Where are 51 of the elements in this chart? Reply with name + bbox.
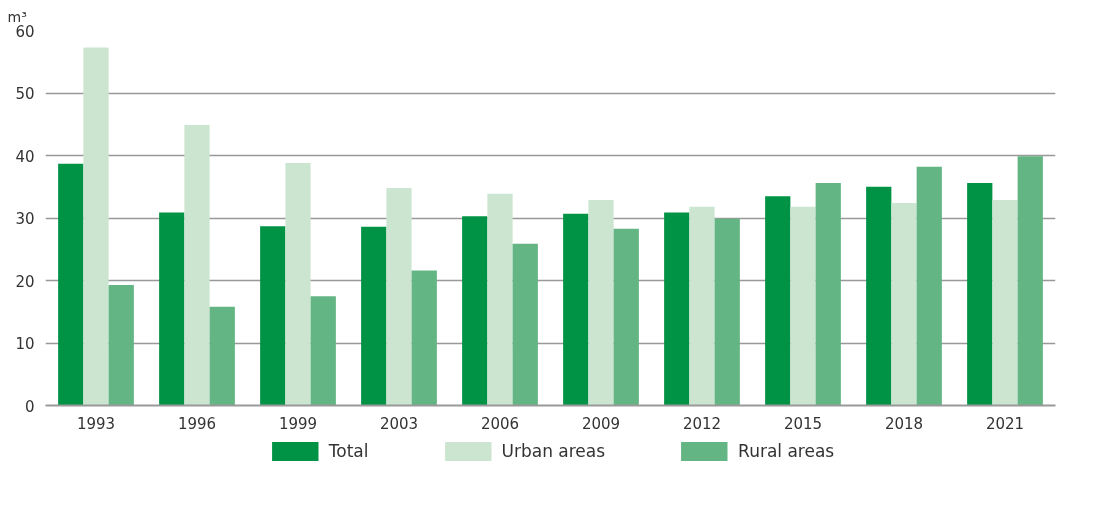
bar — [83, 47, 109, 406]
y-axis-title: m³ — [7, 8, 27, 25]
legend-label: Rural areas — [738, 441, 835, 461]
bar — [159, 212, 185, 406]
bar — [815, 183, 841, 406]
y-tick-label: 40 — [15, 147, 35, 166]
y-tick-label: 30 — [15, 210, 35, 228]
y-tick-label: 0 — [24, 397, 35, 416]
bar — [411, 270, 437, 406]
bar — [967, 183, 993, 406]
x-tick-label: 2003 — [379, 414, 419, 433]
x-tick-label: 2021 — [985, 414, 1025, 433]
x-tick-label: 1993 — [76, 414, 116, 433]
bar — [916, 166, 942, 406]
bar — [613, 228, 639, 406]
bar — [310, 296, 336, 406]
y-tick-label: 50 — [15, 85, 35, 103]
x-tick-label: 1999 — [278, 414, 318, 433]
bar — [361, 226, 387, 406]
legend-label: Total — [328, 441, 369, 461]
bar — [714, 218, 740, 406]
bar — [58, 163, 84, 406]
bar — [1017, 156, 1043, 406]
y-tick-label: 60 — [15, 22, 35, 41]
x-tick-label: 2009 — [581, 414, 621, 433]
bar — [790, 206, 816, 406]
bar — [891, 203, 917, 406]
bar — [588, 199, 614, 406]
bar — [664, 212, 690, 406]
bar — [689, 206, 715, 406]
bar — [765, 196, 791, 406]
bar — [386, 188, 412, 406]
bar — [462, 216, 488, 406]
bar — [487, 193, 513, 406]
bar — [512, 243, 538, 406]
x-tick-label: 1996 — [177, 414, 217, 433]
x-tick-label: 2006 — [480, 414, 520, 433]
bar — [260, 226, 286, 406]
bar — [866, 186, 892, 406]
bar — [563, 213, 589, 406]
bar — [209, 306, 235, 406]
y-tick-label: 20 — [15, 272, 35, 291]
bar — [285, 163, 311, 406]
bar — [108, 284, 134, 406]
x-tick-label: 2012 — [682, 414, 722, 433]
x-tick-label: 2015 — [783, 414, 823, 433]
bar — [992, 199, 1018, 406]
bar — [184, 124, 210, 406]
legend-label: Urban areas — [501, 441, 606, 461]
y-tick-label: 10 — [15, 335, 35, 353]
x-tick-label: 2018 — [884, 414, 924, 433]
